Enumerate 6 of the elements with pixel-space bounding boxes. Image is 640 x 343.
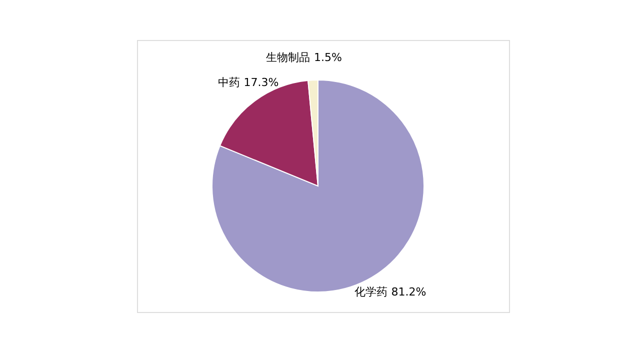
slice-label: 中药: [218, 76, 240, 90]
data-label: 17.3%: [244, 76, 279, 90]
slice-label: 化学药: [354, 285, 388, 298]
data-label: 1.5%: [314, 51, 342, 64]
data-label: 81.2%: [391, 285, 426, 298]
slice-label: 生物制品: [266, 51, 310, 64]
